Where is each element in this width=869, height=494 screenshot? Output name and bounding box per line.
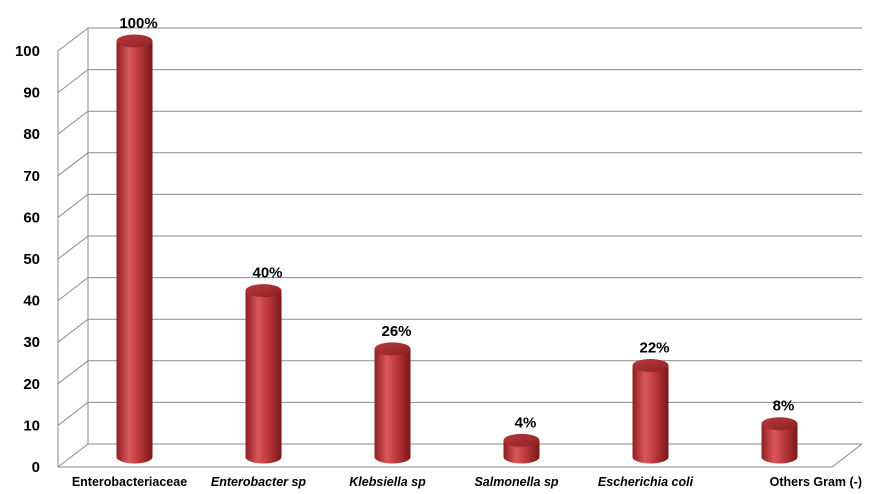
bar-body [245, 290, 282, 464]
bar [761, 417, 798, 464]
y-tick-label: 20 [23, 376, 40, 393]
bar-top [761, 417, 798, 431]
gridline [57, 443, 862, 468]
bar [374, 342, 411, 464]
bar-top [116, 34, 153, 48]
gridline [57, 401, 862, 426]
data-label: 26% [381, 323, 411, 340]
bar [632, 358, 669, 464]
y-tick-label: 40 [23, 293, 40, 310]
bar-body [374, 348, 411, 464]
gridline [57, 152, 862, 177]
data-label: 40% [252, 265, 282, 282]
plot-walls [57, 28, 863, 468]
y-tick-label: 0 [32, 459, 40, 476]
y-tick-label: 50 [23, 251, 40, 268]
gridlines [57, 27, 862, 468]
bar-body [116, 41, 153, 464]
gridline [57, 69, 862, 93]
y-tick-label: 100 [15, 43, 40, 60]
data-label: 4% [515, 414, 537, 431]
y-tick-label: 30 [23, 334, 40, 351]
category-label: Others Gram (-) [770, 475, 862, 489]
category-label: Salmonella sp [474, 475, 558, 489]
category-label: Enterobacter sp [211, 475, 307, 489]
bar-top [374, 342, 411, 356]
bar [503, 433, 540, 464]
gridline [57, 235, 862, 260]
bar [116, 34, 153, 464]
y-tick-label: 10 [23, 417, 40, 434]
bar-body [761, 423, 798, 464]
bars [116, 34, 798, 464]
bar-top [245, 284, 282, 298]
y-tick-label: 80 [23, 126, 40, 143]
y-tick-label: 70 [23, 168, 40, 185]
category-label: Enterobacteriaceae [72, 475, 187, 489]
gridline [57, 110, 862, 135]
gridline [57, 27, 862, 52]
gridline [57, 193, 862, 218]
category-label: Klebsiella sp [349, 475, 426, 489]
gridline [57, 318, 862, 343]
data-label: 8% [773, 398, 795, 415]
data-labels: 100% 40% 26% 4% 22% 8% [119, 15, 794, 431]
y-tick-label: 60 [23, 209, 40, 226]
bar-body [632, 365, 669, 464]
gridline [57, 360, 862, 385]
data-label: 22% [639, 339, 669, 356]
bar [245, 284, 282, 464]
category-label: Escherichia coli [598, 475, 694, 489]
gridline [57, 277, 862, 301]
data-label: 100% [119, 15, 157, 32]
x-axis-categories: Enterobacteriaceae Enterobacter sp Klebsie… [72, 475, 862, 489]
bar-top [632, 358, 669, 372]
floor-edge [58, 443, 863, 468]
bar-body [503, 440, 540, 464]
y-tick-label: 90 [23, 85, 40, 102]
y-axis-ticks: 0 10 20 30 40 50 60 70 80 90 100 [15, 43, 40, 476]
bar-top [503, 433, 540, 447]
